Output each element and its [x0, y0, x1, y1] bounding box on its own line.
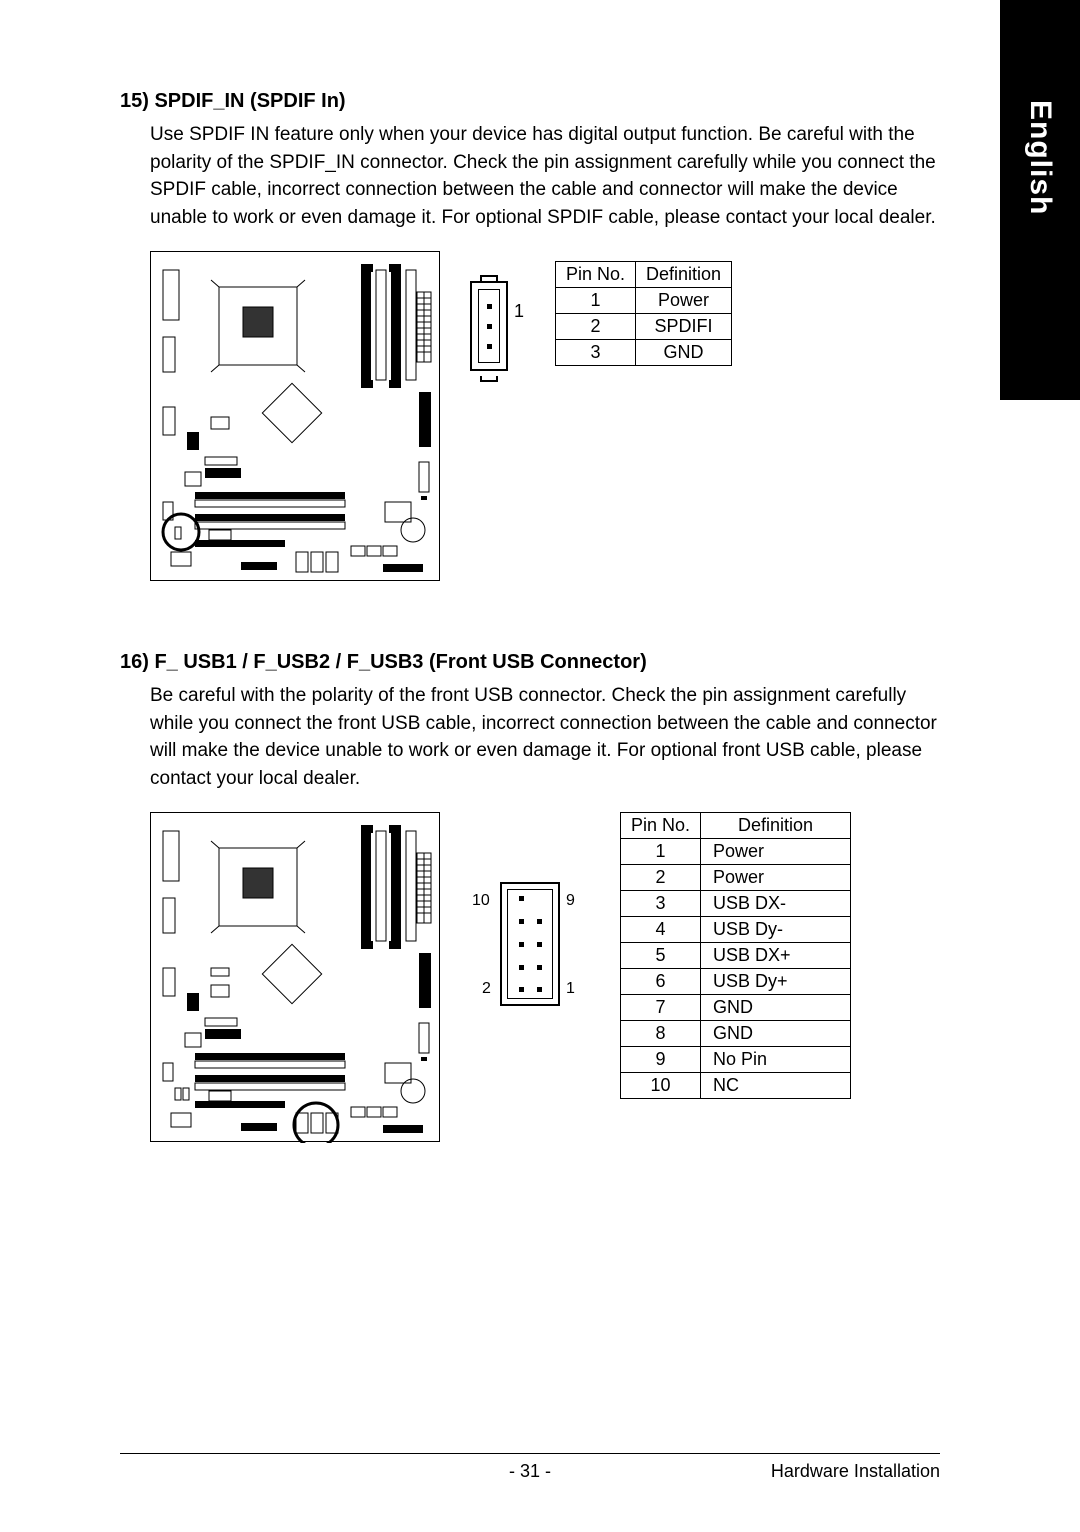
lbl-1: 1: [566, 980, 575, 998]
cell: 9: [621, 1047, 701, 1073]
cell: Power: [701, 865, 851, 891]
motherboard-diagram-16: [150, 812, 440, 1142]
th-pinno: Pin No.: [621, 813, 701, 839]
cell: 1: [556, 288, 636, 314]
cell: 8: [621, 1021, 701, 1047]
page-content: 15) SPDIF_IN (SPDIF In) Use SPDIF IN fea…: [120, 90, 940, 1202]
cell: 2: [621, 865, 701, 891]
footer-section: Hardware Installation: [771, 1461, 940, 1482]
section-15-figures: 1 Pin No. Definition 1Power 2SPDIFI 3GND: [150, 251, 940, 581]
cell: SPDIFI: [636, 314, 732, 340]
spdif-pin1-label: 1: [514, 301, 524, 322]
cell: 1: [621, 839, 701, 865]
cell: 5: [621, 943, 701, 969]
motherboard-diagram-15: [150, 251, 440, 581]
section-16: 16) F_ USB1 / F_USB2 / F_USB3 (Front USB…: [120, 651, 940, 1142]
language-tab: English: [1000, 0, 1080, 400]
th-def: Definition: [636, 262, 732, 288]
page-footer: - 31 - Hardware Installation: [120, 1461, 940, 1482]
language-label: English: [1023, 100, 1057, 215]
footer-rule: [120, 1453, 940, 1454]
cell: USB Dy-: [701, 917, 851, 943]
section-16-title: 16) F_ USB1 / F_USB2 / F_USB3 (Front USB…: [120, 651, 940, 674]
section-16-body: Be careful with the polarity of the fron…: [150, 682, 940, 792]
cell: GND: [701, 995, 851, 1021]
cell: 4: [621, 917, 701, 943]
section-15-title: 15) SPDIF_IN (SPDIF In): [120, 90, 940, 113]
fusb-pin-table: Pin No. Definition 1Power 2Power 3USB DX…: [620, 812, 851, 1099]
cell: GND: [701, 1021, 851, 1047]
section-15-body: Use SPDIF IN feature only when your devi…: [150, 121, 940, 231]
cell: Power: [701, 839, 851, 865]
th-pinno: Pin No.: [556, 262, 636, 288]
cell: USB DX-: [701, 891, 851, 917]
cell: 7: [621, 995, 701, 1021]
fusb-connector-diagram: 10 9 2 1: [470, 882, 590, 1012]
cell: No Pin: [701, 1047, 851, 1073]
cell: Power: [636, 288, 732, 314]
cell: USB DX+: [701, 943, 851, 969]
spdif-connector-diagram: 1: [470, 281, 525, 376]
page-number: - 31 -: [509, 1461, 551, 1482]
section-15: 15) SPDIF_IN (SPDIF In) Use SPDIF IN fea…: [120, 90, 940, 581]
cell: USB Dy+: [701, 969, 851, 995]
cell: 3: [621, 891, 701, 917]
th-def: Definition: [701, 813, 851, 839]
section-16-figures: 10 9 2 1 Pin No. Definition 1Power 2Powe…: [150, 812, 940, 1142]
lbl-9: 9: [566, 892, 575, 910]
cell: 3: [556, 340, 636, 366]
cell: 2: [556, 314, 636, 340]
lbl-10: 10: [472, 892, 490, 910]
cell: NC: [701, 1073, 851, 1099]
cell: 10: [621, 1073, 701, 1099]
cell: 6: [621, 969, 701, 995]
spdif-pin-table: Pin No. Definition 1Power 2SPDIFI 3GND: [555, 261, 732, 366]
lbl-2: 2: [482, 980, 491, 998]
cell: GND: [636, 340, 732, 366]
